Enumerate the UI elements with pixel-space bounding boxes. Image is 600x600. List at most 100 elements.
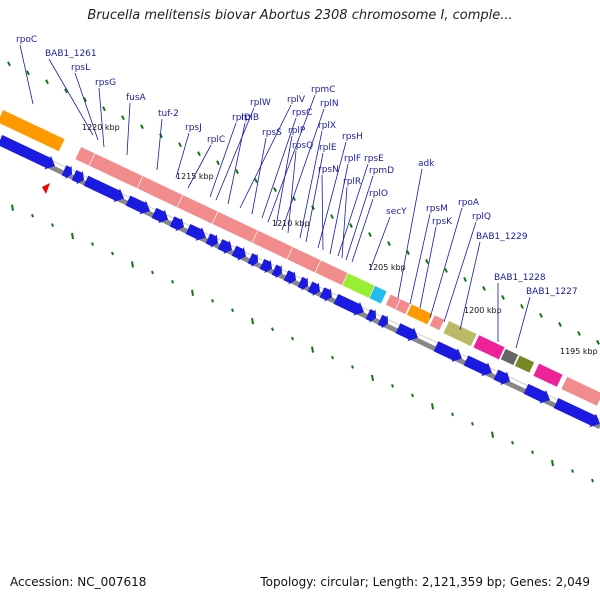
gc-tick [351,365,354,369]
gene-label-rpoa: rpoA [458,198,480,208]
gene-arrow [365,309,377,323]
leader-line [209,122,237,198]
kbp-tick-label: 1205 kbp [368,263,406,272]
feature-block [472,334,506,361]
gene-arrow [259,258,272,274]
gene-label-rpmc: rpmC [311,85,335,95]
kbp-tick-label: 1200 kbp [464,306,502,315]
gene-arrow [205,233,218,248]
gc-tick [11,204,14,211]
gene-arrow [333,293,365,316]
feature-block [532,362,564,388]
gene-label-rplo: rplO [369,189,388,199]
gc-tick [471,421,474,426]
leader-line [187,144,212,189]
gene-label-rpoc: rpoC [16,35,37,45]
gene-label-rplb: rplB [241,113,259,123]
leader-line [369,216,391,271]
feature-block [500,348,519,366]
gc-tick [121,115,125,121]
gc-tick [197,151,201,157]
gene-label-rplx: rplX [318,121,336,131]
gc-tick [51,223,54,227]
leader-line [397,168,423,299]
gene-label-rpse: rpsE [364,154,384,164]
gc-tick [406,250,410,255]
gc-tick [331,355,334,360]
gene-label-rpsq: rpsQ [292,141,313,151]
gc-tick [102,106,106,112]
leader-line [459,241,481,331]
gc-tick [231,308,234,313]
gene-label-rplc: rplC [207,135,225,145]
gene-label-rpss: rpsS [262,128,282,138]
feature-block [286,246,322,274]
gc-tick [520,303,524,309]
gene-arrow [283,270,296,285]
feature-block [429,314,445,331]
leader-line [48,58,94,136]
leader-line [215,107,255,201]
gene-label-rpsh: rpsH [342,132,363,142]
gc-tick [131,261,134,268]
gene-label-tuf-2: tuf-2 [158,109,179,119]
kbp-tick-label: 1195 kbp [560,347,598,356]
leader-line [287,150,297,234]
gene-label-rpld: rplD [232,113,251,123]
gc-tick [191,289,194,296]
gc-tick [425,259,429,264]
gene-label-rplq: rplQ [472,212,491,222]
kbp-tick-label: 1215 kbp [176,172,214,181]
feature-block [251,229,294,260]
gene-label-rpsc: rpsC [292,108,312,118]
gene-label-rplw: rplW [250,98,271,108]
gene-arrow [433,341,462,362]
gene-arrow [523,383,551,404]
leader-line [299,130,323,239]
gc-tick [235,169,239,175]
feature-block [406,303,433,326]
gene-arrow [71,170,84,185]
gc-tick [151,270,154,275]
gene-arrow [169,216,184,232]
gene-label-bab1-1228: BAB1_1228 [494,273,546,283]
leader-line [227,122,246,205]
gene-label-rplr: rplR [343,177,361,187]
gene-label-layer: rpoC BAB1_1261 rpsL rpsG fusA tuf-2 rpsJ rplC rp… [16,35,578,349]
leader-line [351,198,374,263]
gc-tick [45,79,49,85]
gene-arrow [307,281,320,297]
leader-line [345,175,374,261]
gc-skew-ticks [7,61,600,483]
kbp-tick-label: 1220 kbp [82,123,120,132]
gc-tick [311,346,314,353]
leader-line [175,132,190,179]
leader-line [74,72,99,141]
map-title: Brucella melitensis biovar Abortus 2308 … [87,8,513,23]
gc-tick [501,294,505,300]
leader-line [239,104,292,209]
kbp-tick-label: 1210 kbp [272,219,310,228]
gene-label-adk: adk [418,159,435,169]
gene-label-bab1-1229: BAB1_1229 [476,232,528,242]
feature-block [368,285,388,305]
gc-tick [251,318,254,325]
gene-label-rplf: rplF [344,154,361,164]
leader-line [429,207,463,319]
leader-line [19,44,34,105]
feature-block [0,109,66,153]
feature-block [314,259,349,286]
gc-tick [558,321,562,327]
gc-tick [64,88,68,94]
gene-arrow [297,276,309,291]
gc-tick [463,277,467,282]
gc-tick [311,205,315,211]
gene-arrow [61,165,73,180]
gc-tick [273,187,277,193]
leader-line [515,296,531,349]
gene-arrow [319,287,332,302]
gene-label-rpsn: rpsN [318,165,339,175]
gene-label-rpmd: rpmD [369,166,394,176]
gc-tick [551,459,554,467]
